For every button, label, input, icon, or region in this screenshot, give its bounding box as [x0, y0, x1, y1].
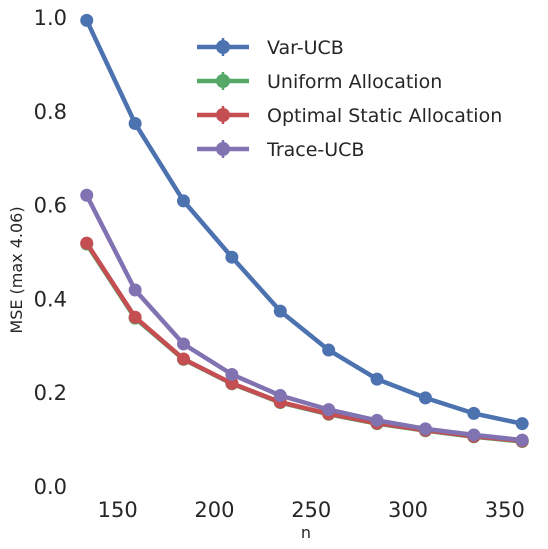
- y-tick-label: 0.6: [34, 194, 67, 218]
- legend-swatch-marker: [216, 74, 230, 88]
- data-point: [418, 422, 432, 436]
- x-tick-label: 150: [98, 498, 138, 522]
- legend-label: Trace-UCB: [266, 139, 364, 161]
- legend-swatch-marker: [216, 108, 230, 122]
- plot-area: [80, 13, 529, 449]
- data-point: [515, 417, 529, 431]
- series-line: [84, 240, 525, 444]
- data-point: [467, 428, 481, 442]
- series-line: [84, 241, 525, 444]
- legend-swatch-marker: [216, 142, 230, 156]
- x-tick-label: 200: [194, 498, 234, 522]
- legend-item: Var-UCB: [197, 37, 344, 59]
- series-var-ucb: [80, 13, 529, 431]
- series-optimal-static-allocation: [80, 236, 529, 448]
- data-point: [128, 310, 142, 324]
- y-tick-label: 0.0: [34, 475, 67, 499]
- y-tick-label: 0.4: [34, 287, 67, 311]
- legend-label: Uniform Allocation: [267, 71, 442, 93]
- y-tick-label: 0.2: [34, 381, 67, 405]
- data-point: [225, 250, 239, 264]
- legend-item: Trace-UCB: [197, 139, 364, 161]
- data-point: [273, 304, 287, 318]
- data-point: [177, 194, 191, 208]
- x-tick-label: 350: [485, 498, 525, 522]
- y-axis-label: MSE (max 4.06): [7, 206, 26, 333]
- data-point: [80, 13, 94, 27]
- data-point: [80, 236, 94, 250]
- data-point: [273, 389, 287, 403]
- data-point: [177, 337, 191, 351]
- series-trace-ucb: [80, 188, 529, 447]
- series-uniform-allocation: [80, 237, 529, 449]
- data-point: [128, 283, 142, 297]
- legend-item: Optimal Static Allocation: [197, 105, 502, 127]
- data-point: [515, 433, 529, 447]
- y-axis-ticks: 0.0 0.2 0.4 0.6 0.8 1.0: [34, 6, 67, 499]
- data-point: [322, 403, 336, 417]
- data-point: [177, 352, 191, 366]
- x-axis-ticks: 150 200 250 300 350: [98, 498, 525, 522]
- x-tick-label: 300: [388, 498, 428, 522]
- series-line: [84, 18, 525, 426]
- legend: Var-UCB Uniform Allocation Optimal Static …: [197, 37, 502, 161]
- legend-swatch-marker: [216, 40, 230, 54]
- x-axis-label: n: [301, 523, 311, 542]
- data-point: [370, 413, 384, 427]
- data-point: [370, 372, 384, 386]
- legend-label: Var-UCB: [267, 37, 344, 59]
- data-point: [418, 391, 432, 405]
- x-tick-label: 250: [291, 498, 331, 522]
- series-line: [84, 193, 525, 443]
- legend-item: Uniform Allocation: [197, 71, 442, 93]
- data-point: [128, 117, 142, 131]
- y-tick-label: 1.0: [34, 6, 67, 30]
- data-point: [80, 188, 94, 202]
- y-tick-label: 0.8: [34, 100, 67, 124]
- data-point: [467, 406, 481, 420]
- data-point: [322, 343, 336, 357]
- data-point: [225, 367, 239, 381]
- legend-label: Optimal Static Allocation: [267, 105, 502, 127]
- data-point: [225, 376, 239, 390]
